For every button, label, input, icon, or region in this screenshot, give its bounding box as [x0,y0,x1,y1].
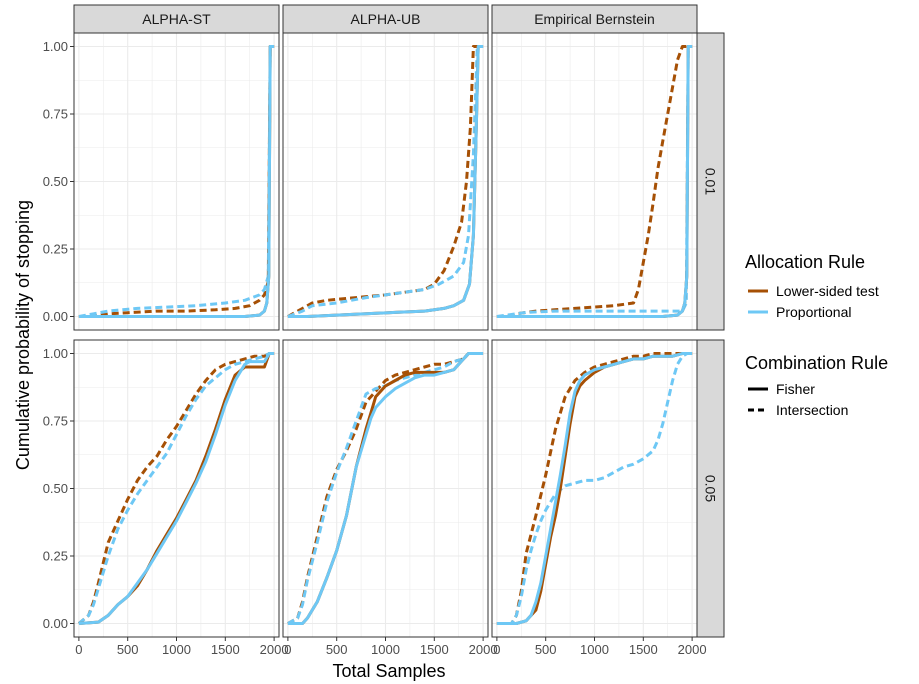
legend-label-intersection: Intersection [776,402,848,418]
x-tick-label: 0 [284,642,291,657]
strip-label-empirical-bernstein: Empirical Bernstein [534,11,655,27]
panel-alpha-ub-0-01 [282,32,489,331]
legend-combination-rule: Combination Rule Fisher Intersection [745,353,888,418]
y-tick-label: 0.00 [43,309,68,324]
x-tick-label: 0 [493,642,500,657]
x-tick-label: 500 [117,642,139,657]
strip-alpha-st-background [73,4,280,34]
legend-label-proportional: Proportional [776,304,852,320]
y-tick-label: 0.75 [43,107,68,122]
legend-allocation-rule: Allocation Rule Lower-sided test Proport… [745,252,879,320]
series-proportional-intersection-alpha-st-0-05 [77,352,275,625]
y-tick-label: 0.75 [43,414,68,429]
y-tick-label: 1.00 [43,39,68,54]
legend-label-lower-sided-test: Lower-sided test [776,283,879,299]
y-tick-label: 1.00 [43,346,68,361]
series-lower-sided-test-intersection-alpha-st-0-05 [77,352,275,625]
series-proportional-fisher-alpha-ub-0-01 [287,45,484,318]
panel-empirical-bernstein-0-05 [491,339,698,638]
strip-label-row-0-01: 0.01 [703,168,719,195]
series-lower-sided-test-intersection-alpha-ub-0-01 [287,45,484,318]
panel-empirical-bernstein-0-01 [491,32,698,331]
legend-allocation-title: Allocation Rule [745,252,865,272]
legend-label-fisher: Fisher [776,381,815,397]
strip-row-0-01-background [696,32,725,331]
series-proportional-fisher-empirical-bernstein-0-01 [496,45,693,318]
strip-alpha-ub-background [282,4,489,34]
strip-empirical-bernstein: Empirical Bernstein [491,4,698,34]
series-proportional-fisher-empirical-bernstein-0-05 [496,352,693,625]
x-tick-label: 1000 [580,642,609,657]
panels-layer [73,32,698,638]
strip-row-0-01: 0.01 [696,32,725,331]
y-tick-label: 0.50 [43,174,68,189]
y-tick-label: 0.50 [43,481,68,496]
series-proportional-intersection-alpha-ub-0-01 [287,45,484,318]
x-tick-label: 1000 [162,642,191,657]
y-axis-title: Cumulative probability of stopping [13,200,33,470]
panel-alpha-st-0-05 [73,339,280,638]
strip-alpha-ub: ALPHA-UB [282,4,489,34]
panel-alpha-st-0-01 [73,32,280,331]
x-tick-label: 1500 [629,642,658,657]
x-tick-label: 1500 [420,642,449,657]
strip-empirical-bernstein-background [491,4,698,34]
strip-label-row-0-05: 0.05 [703,475,719,502]
series-proportional-fisher-alpha-ub-0-05 [287,352,484,625]
series-proportional-intersection-alpha-ub-0-05 [287,352,484,625]
panel-alpha-ub-0-05 [282,339,489,638]
x-tick-label: 0 [75,642,82,657]
x-tick-label: 1000 [371,642,400,657]
y-tick-label: 0.25 [43,549,68,564]
strip-label-alpha-ub: ALPHA-UB [350,11,420,27]
strip-alpha-st: ALPHA-ST [73,4,280,34]
legend-combination-title: Combination Rule [745,353,888,373]
strip-row-0-05-background [696,339,725,638]
series-proportional-fisher-alpha-st-0-05 [78,352,275,625]
axes-layer: 0.00 0.25 0.50 0.75 1.00 0 500 1000 1500 2000 0.00… [43,39,707,657]
x-tick-label: 500 [535,642,557,657]
y-tick-label: 0.25 [43,242,68,257]
y-tick-label: 0.00 [43,616,68,631]
strip-label-alpha-st: ALPHA-ST [142,11,211,27]
x-axis-title: Total Samples [332,661,445,681]
series-proportional-fisher-alpha-st-0-01 [78,45,275,318]
x-tick-label: 1500 [211,642,240,657]
strip-row-0-05: 0.05 [696,339,725,638]
x-tick-label: 2000 [469,642,498,657]
series-lower-sided-test-intersection-empirical-bernstein-0-05 [496,352,693,625]
x-tick-label: 500 [326,642,348,657]
facet-strips: ALPHA-ST ALPHA-UB Empirical Bernstein 0.01 0… [73,4,725,638]
series-proportional-intersection-empirical-bernstein-0-05 [496,352,693,625]
x-tick-label: 2000 [260,642,289,657]
x-tick-label: 2000 [678,642,707,657]
